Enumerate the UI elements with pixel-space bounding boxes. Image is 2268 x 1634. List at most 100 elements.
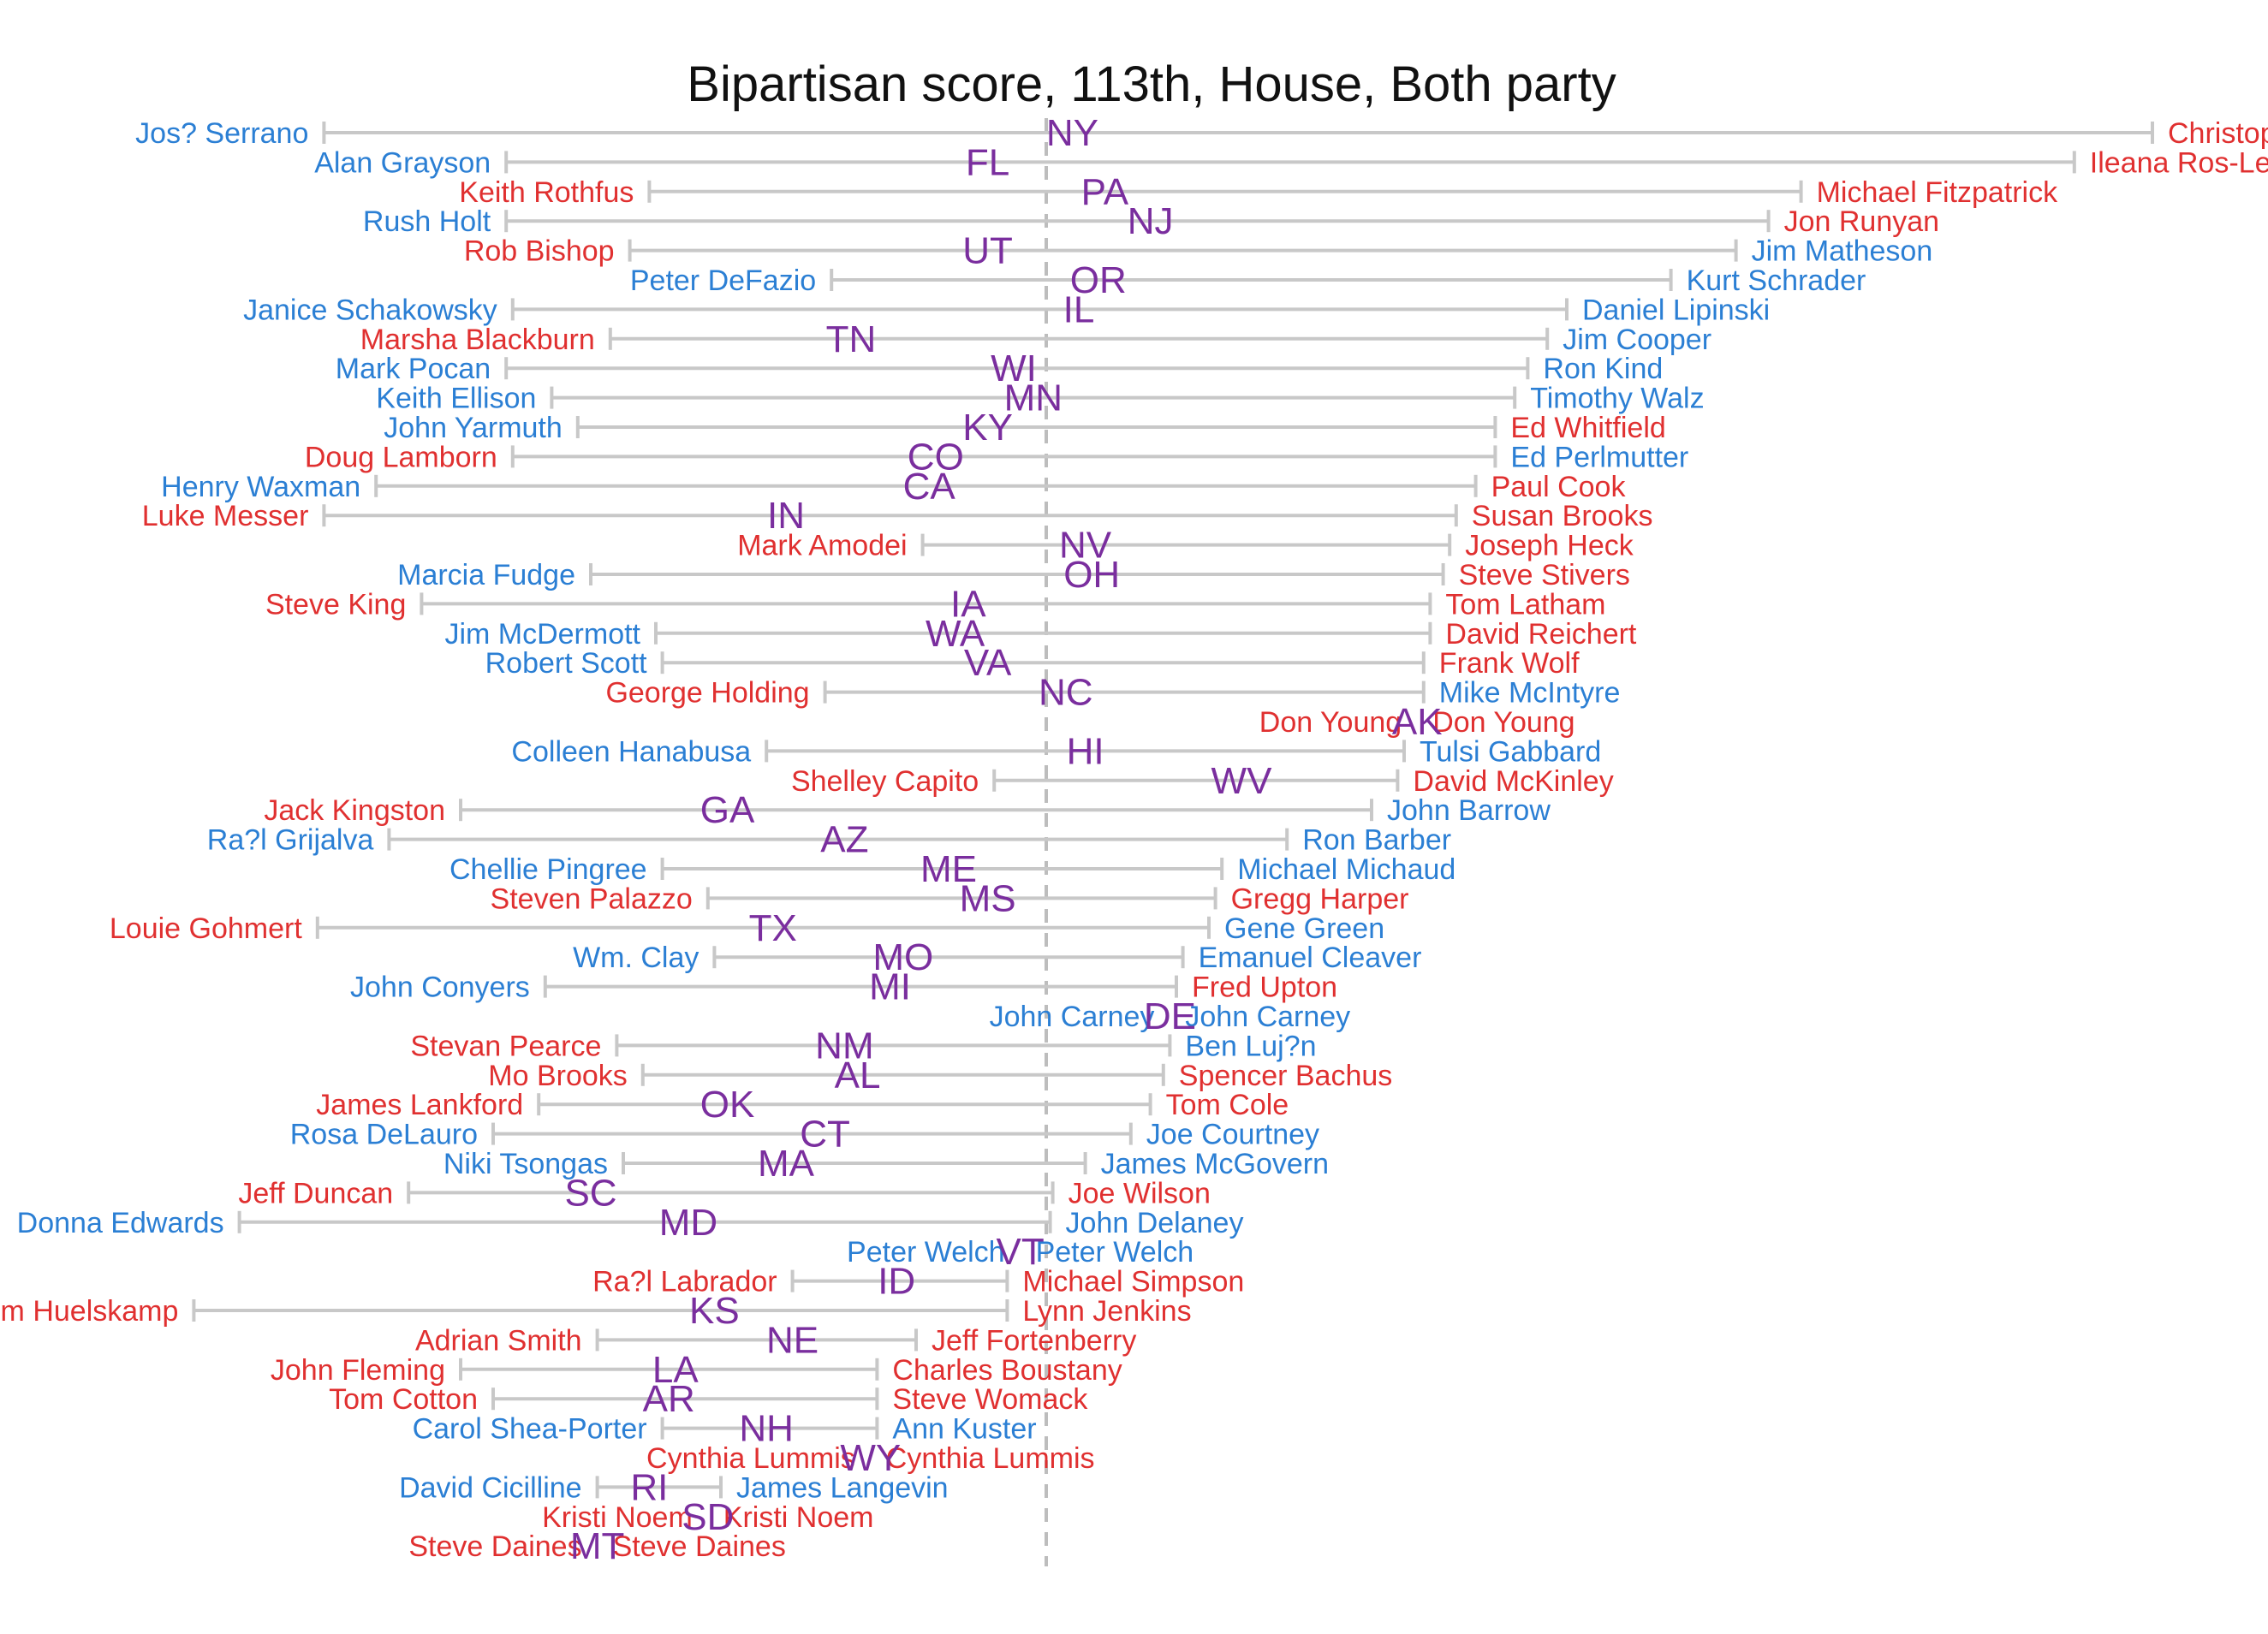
state-label: FL [966,141,1009,183]
member-label-right: Ed Perlmutter [1510,441,1688,473]
state-row-mi: John Conyers Fred Upton MI [350,966,1337,1008]
member-label-right: Michael Michaud [1237,853,1455,886]
member-label-right: Ron Barber [1302,824,1451,857]
state-row-hi: Colleen Hanabusa Tulsi Gabbard HI [511,730,1601,772]
state-row-wa: Jim McDermott David Reichert WA [444,613,1636,655]
member-label-left: Donna Edwards [17,1207,224,1239]
member-label-left: Adrian Smith [415,1324,582,1357]
state-label: WY [840,1437,901,1479]
state-label: UT [962,230,1013,272]
member-label-left: Mark Pocan [336,353,491,385]
member-label-right: Steve Womack [892,1383,1088,1416]
state-label: TX [749,907,797,949]
state-row-nv: Mark Amodei Joseph Heck NV [737,525,1634,567]
state-label: WV [1211,760,1273,802]
state-row-ky: John Yarmuth Ed Whitfield KY [384,407,1666,449]
state-label: AZ [820,819,868,861]
member-label-right: Ileana Ros-Lehtinen [2090,146,2268,179]
state-row-al: Mo Brooks Spencer Bachus AL [488,1055,1392,1096]
state-row-ca: Henry Waxman Paul Cook CA [161,466,1626,508]
state-row-tn: Marsha Blackburn Jim Cooper TN [360,318,1711,360]
member-label-left: Steven Palazzo [491,882,693,915]
member-label-left: Rob Bishop [464,235,615,268]
state-row-mn: Keith Ellison Timothy Walz MN [376,377,1704,419]
state-label: SC [564,1172,616,1214]
member-label-right: Michael Fitzpatrick [1817,176,2059,209]
member-label-right: Lynn Jenkins [1022,1295,1191,1328]
state-row-me: Chellie Pingree Michael Michaud ME [449,848,1455,890]
member-label-left: Steve Daines [408,1530,581,1563]
state-label: MT [570,1525,625,1567]
member-label-right: Tulsi Gabbard [1420,735,1601,768]
member-label-left: Louie Gohmert [110,912,302,945]
state-label: MO [872,936,933,978]
member-label-right: Joe Courtney [1146,1119,1319,1151]
member-label-left: John Conyers [350,971,530,1004]
member-label-left: Kristi Noem [542,1501,693,1534]
member-label-right: Ed Whitfield [1510,412,1665,444]
state-label: ME [920,848,977,890]
state-row-va: Robert Scott Frank Wolf VA [485,642,1580,684]
state-label: AR [643,1378,695,1420]
state-row-ok: James Lankford Tom Cole OK [316,1084,1289,1126]
member-label-left: Steve King [265,588,406,621]
member-label-left: Shelley Capito [791,765,979,798]
member-label-left: Tom Cotton [329,1383,478,1416]
member-label-left: Jos? Serrano [135,117,308,150]
member-label-left: Cynthia Lummis [646,1442,855,1475]
member-label-right: Fred Upton [1192,971,1337,1004]
state-row-ga: Jack Kingston John Barrow GA [264,789,1551,831]
state-label: OH [1063,554,1120,596]
state-row-az: Ra?l Grijalva Ron Barber AZ [207,819,1451,861]
member-label-left: Colleen Hanabusa [511,735,751,768]
member-label-right: Ben Luj?n [1185,1030,1316,1062]
member-label-left: Peter DeFazio [630,264,816,297]
member-label-right: Gene Green [1224,912,1384,945]
state-label: MS [960,877,1016,919]
member-label-left: Niki Tsongas [443,1148,608,1180]
member-label-right: Jim Cooper [1563,324,1711,356]
state-row-tx: Louie Gohmert Gene Green TX [110,907,1384,949]
member-label-left: Ra?l Grijalva [207,824,374,857]
state-row-wv: Shelley Capito David McKinley WV [791,760,1614,802]
member-label-left: Mo Brooks [488,1060,628,1092]
state-row-in: Luke Messer Susan Brooks IN [142,495,1653,537]
state-label: MN [1004,377,1063,419]
state-label: IA [950,583,986,625]
state-row-ut: Rob Bishop Jim Matheson UT [464,230,1932,272]
state-label: IN [767,495,805,537]
state-row-nc: George Holding Mike McIntyre NC [605,672,1620,714]
state-label: NH [739,1408,794,1450]
state-row-ny: Jos? Serrano Christopher Gibs NY [135,112,2268,154]
state-label: NV [1059,525,1112,567]
member-label-left: Stevan Pearce [410,1030,601,1062]
state-label: LA [652,1349,699,1391]
member-label-right: Frank Wolf [1439,647,1580,680]
member-label-left: Carol Shea-Porter [413,1413,647,1446]
state-row-ma: Niki Tsongas James McGovern MA [443,1143,1329,1185]
member-label-left: Ra?l Labrador [592,1266,777,1298]
member-label-right: Jim Matheson [1752,235,1933,268]
state-row-nj: Rush Holt Jon Runyan NJ [363,200,1939,242]
state-row-ia: Steve King Tom Latham IA [265,583,1606,625]
rows-layer: Jos? SerranoChristopher GibsNYAlan Grays… [0,112,2268,1567]
member-label-right: Peter Welch [1036,1236,1194,1269]
state-row-pa: Keith Rothfus Michael Fitzpatrick PA [459,171,2058,213]
state-row-il: Janice Schakowsky Daniel Lipinski IL [243,288,1770,330]
member-label-left: Mark Amodei [737,530,907,562]
state-label: HI [1067,730,1104,772]
state-label: PA [1081,171,1129,213]
state-label: IL [1063,288,1095,330]
state-label: CA [903,466,956,508]
member-label-left: John Yarmuth [384,412,563,444]
state-label: GA [700,789,755,831]
member-label-left: Peter Welch [847,1236,1005,1269]
member-label-right: Paul Cook [1491,471,1627,503]
state-label: NE [766,1319,819,1361]
member-label-right: James McGovern [1101,1148,1329,1180]
member-label-right: Michael Simpson [1022,1266,1244,1298]
state-row-nm: Stevan Pearce Ben Luj?n NM [410,1025,1316,1067]
